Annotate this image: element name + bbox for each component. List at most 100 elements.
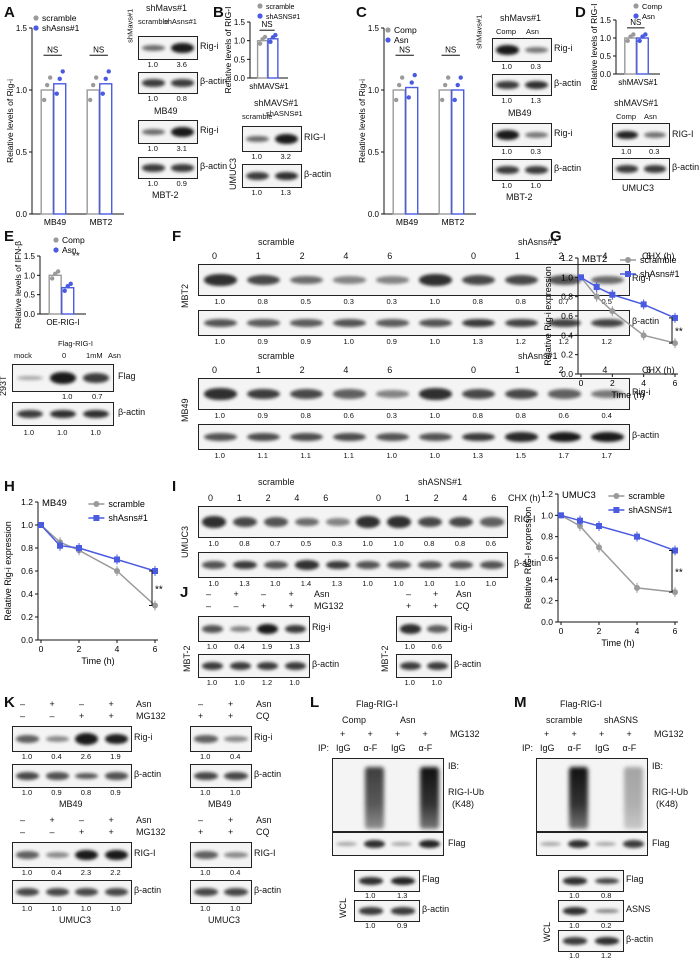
band	[284, 662, 306, 670]
band	[104, 772, 128, 780]
legend-entry: Comp	[642, 2, 662, 11]
quant-value: 1.0	[362, 579, 373, 588]
legend-entry: shASNS#1	[266, 14, 300, 21]
condition-sign: +	[228, 815, 234, 825]
time-label: 4	[294, 493, 300, 503]
row-label: RIG-I	[304, 132, 326, 142]
band	[294, 560, 319, 570]
condition-sign: –	[20, 711, 26, 721]
row-label: Rig-i	[632, 273, 651, 283]
data-point	[114, 556, 120, 563]
quant-value: 1.3	[331, 579, 343, 588]
quant-value: 1.0	[62, 392, 73, 401]
band	[50, 409, 76, 419]
band	[387, 561, 412, 569]
blot-strip	[198, 424, 630, 450]
legend-marker	[633, 13, 639, 19]
time-label: 4	[343, 365, 349, 375]
band	[246, 432, 281, 442]
quant-value: 0.4	[230, 752, 241, 761]
band	[45, 736, 69, 742]
band	[504, 432, 539, 442]
quant-value: 1.0	[501, 62, 512, 71]
row-label: β-actin	[422, 904, 450, 914]
quant-value: 0.4	[234, 642, 245, 651]
panel-label: D	[575, 4, 586, 21]
row-label: Rig-i	[200, 125, 219, 135]
group-label: scramble	[546, 715, 583, 725]
data-point	[672, 340, 678, 347]
time-label: 0	[212, 251, 218, 261]
band	[203, 274, 238, 286]
quant-value: 1.0	[147, 60, 158, 69]
band	[525, 132, 548, 138]
condition-sign: +	[49, 815, 55, 825]
row-label: β-actin	[632, 316, 660, 326]
quant-value: 0.8	[300, 411, 311, 420]
time-label: 6	[646, 365, 652, 375]
row-label: Rig-i	[134, 732, 153, 742]
x-tick-label: 6	[673, 378, 678, 388]
time-label: 0	[212, 365, 218, 375]
group-label: shAsns#1	[518, 351, 558, 361]
quant-value: 0.9	[176, 179, 187, 188]
band	[504, 388, 539, 400]
band	[375, 319, 410, 327]
band	[391, 841, 413, 847]
chx-label: CHX (h)	[508, 493, 541, 503]
band	[202, 662, 224, 670]
bar	[405, 86, 419, 215]
band	[275, 133, 298, 145]
band	[332, 389, 367, 399]
legend-marker	[633, 3, 639, 9]
x-tick-label: 2	[610, 378, 615, 388]
data-point	[47, 75, 53, 80]
data-point	[625, 38, 630, 44]
y-tick-label: 0.0	[541, 617, 553, 627]
data-point	[672, 589, 678, 596]
condition-sign: +	[79, 827, 85, 837]
band	[590, 275, 625, 285]
band	[418, 433, 453, 441]
condition-label: MG132	[450, 729, 480, 739]
quant-value: 1.2	[601, 337, 612, 346]
condition-sign: +	[599, 729, 605, 739]
band	[83, 373, 110, 383]
lane-label: Comp	[496, 27, 517, 36]
legend-entry: scramble	[108, 499, 145, 509]
x-axis-label: Time (h)	[611, 390, 644, 400]
condition-sign: +	[79, 711, 85, 721]
quant-value: 1.3	[289, 642, 300, 651]
cell-line-label: MB49	[508, 108, 532, 118]
condition-sign: +	[198, 827, 204, 837]
data-point	[609, 308, 616, 315]
band	[203, 388, 238, 400]
x-axis-label: shMAVS#1	[618, 78, 658, 87]
legend-marker	[625, 257, 631, 263]
row-label: RIG-I	[672, 129, 694, 139]
blot-strip	[536, 832, 648, 856]
cell-line-label: WCL	[338, 898, 348, 918]
quant-value: 1.0	[57, 428, 68, 437]
band	[224, 736, 248, 742]
band	[233, 516, 258, 528]
condition-label: CQ	[256, 711, 270, 721]
band	[417, 516, 442, 528]
band	[448, 516, 473, 528]
band	[142, 44, 165, 52]
band	[16, 735, 40, 743]
band	[496, 130, 519, 140]
quant-value: 0.6	[343, 411, 354, 420]
band	[387, 516, 412, 528]
data-point	[57, 542, 63, 549]
group-label: scramble	[258, 237, 295, 247]
condition-sign: +	[108, 827, 114, 837]
condition-sign: +	[544, 729, 550, 739]
condition-sign: –	[198, 699, 204, 709]
lane-label: mock	[14, 351, 32, 360]
blot-header: Flag-RIG-I	[58, 339, 94, 348]
panel-label: G	[550, 228, 562, 245]
data-point	[640, 301, 647, 308]
blot-strip	[190, 764, 252, 788]
panel-label: F	[172, 228, 182, 245]
